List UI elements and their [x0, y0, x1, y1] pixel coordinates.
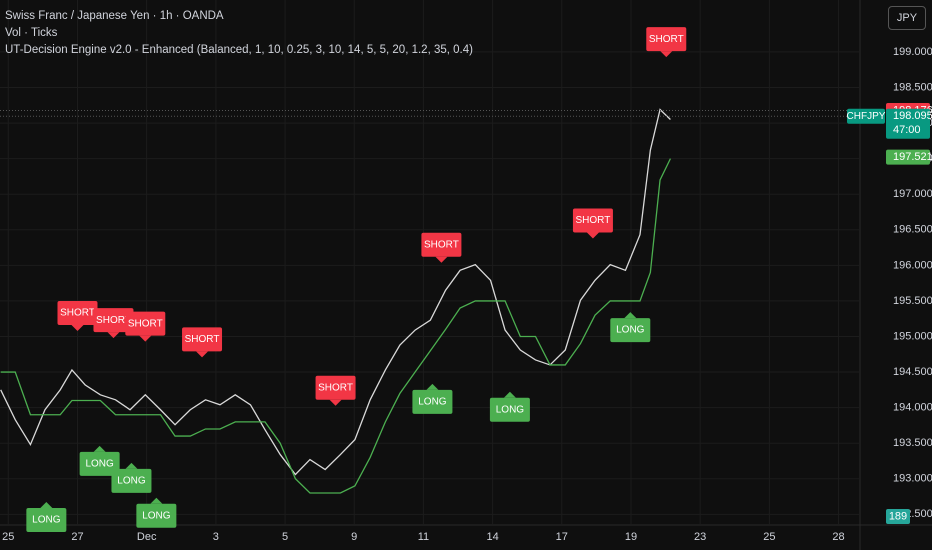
signal-label: LONG — [85, 458, 114, 469]
x-tick-label: 19 — [625, 531, 637, 543]
y-tick-label: 199.000 — [893, 46, 932, 58]
signal-box — [93, 308, 134, 333]
symbol-tag-label: CHFJPY — [847, 111, 886, 122]
y-tick-label: 193.000 — [893, 473, 932, 485]
x-tick-label: 23 — [694, 531, 706, 543]
signal-arrow — [426, 383, 439, 390]
x-tick-label: 27 — [71, 531, 83, 543]
signal-box — [572, 208, 613, 233]
signal-arrow — [435, 256, 448, 263]
x-tick-label: 14 — [486, 531, 498, 543]
signal-box — [57, 301, 98, 326]
price-line — [0, 108, 671, 476]
x-tick-label: 28 — [832, 531, 844, 543]
signal-label: LONG — [418, 397, 447, 408]
x-tick-label: 9 — [351, 531, 357, 543]
signal-label: LONG — [32, 515, 61, 526]
y-tick-label: 194.500 — [893, 366, 932, 378]
y-tick-label: 193.500 — [893, 437, 932, 449]
countdown: 47:00 — [893, 124, 921, 136]
signal-label: SHORT — [424, 239, 459, 250]
signal-arrow — [125, 462, 138, 469]
price-tag-label: 198.095 — [893, 110, 932, 122]
signal-arrow — [660, 51, 673, 58]
indicator-title: UT-Decision Engine v2.0 - Enhanced (Bala… — [5, 44, 473, 56]
signal-arrow — [196, 351, 209, 358]
signal-label: SHORT — [318, 382, 353, 393]
price-line — [0, 158, 672, 494]
signal-box — [421, 232, 462, 257]
signal-arrow — [93, 445, 106, 452]
grid — [0, 0, 860, 525]
signal-label: LONG — [616, 325, 645, 336]
x-tick-label: 25 — [763, 531, 775, 543]
x-tick-label: 11 — [418, 531, 429, 543]
price-tag — [886, 149, 930, 165]
signal-box — [26, 508, 67, 533]
signal-box — [136, 503, 177, 528]
volume-tag — [886, 509, 910, 524]
price-tag-label: 197.521 — [893, 151, 932, 163]
x-tick-label: Dec — [137, 531, 157, 543]
signal-box — [125, 311, 166, 336]
signal-arrow — [503, 391, 516, 398]
y-tick-label: 197.000 — [893, 188, 932, 200]
x-tick-label: 17 — [556, 531, 568, 543]
signal-label: SHORT — [60, 308, 95, 319]
plot: SHORTSHORTSHORTSHORTSHORTSHORTSHORTSHORT… — [0, 27, 860, 533]
currency-button[interactable]: JPY — [888, 6, 926, 30]
signal-label: LONG — [496, 404, 525, 415]
signal-label: LONG — [117, 476, 146, 487]
signal-label: SHORT — [128, 318, 163, 329]
signal-box — [610, 318, 651, 343]
signal-box — [79, 451, 120, 476]
signal-box — [111, 468, 152, 493]
price-tag — [886, 108, 930, 139]
volume-tag-label: 189 — [889, 510, 907, 522]
y-tick-label: 194.000 — [893, 402, 932, 414]
signal-arrow — [586, 232, 599, 239]
signal-box — [182, 327, 223, 352]
y-tick-label: 198.500 — [893, 81, 932, 93]
signal-arrow — [139, 335, 152, 342]
signal-box — [646, 27, 687, 52]
signal-label: SHORT — [185, 334, 220, 345]
signal-arrow — [40, 502, 53, 509]
x-tick-label: 3 — [213, 531, 219, 543]
signal-arrow — [71, 325, 84, 332]
signal-arrow — [329, 399, 342, 406]
y-tick-label: 195.500 — [893, 295, 932, 307]
signal-box — [315, 375, 356, 400]
signal-arrow — [150, 497, 163, 504]
axes: 192.500193.000193.500194.000194.500195.0… — [2, 46, 932, 543]
x-tick-label: 25 — [2, 531, 14, 543]
y-tick-label: 196.500 — [893, 224, 932, 236]
symbol-tag — [847, 108, 885, 124]
signal-label: SHORT — [649, 34, 684, 45]
signal-label: SHORT — [576, 215, 611, 226]
signal-arrow — [624, 312, 637, 319]
signal-box — [489, 397, 530, 422]
signal-label: SHORT — [96, 315, 131, 326]
signal-box — [412, 389, 453, 414]
symbol-title: Swiss Franc / Japanese Yen · 1h · OANDA — [5, 10, 224, 22]
x-tick-label: 5 — [282, 531, 288, 543]
signal-arrow — [107, 332, 120, 339]
volume-title: Vol · Ticks — [5, 27, 58, 39]
y-tick-label: 196.000 — [893, 259, 932, 271]
signal-label: LONG — [142, 510, 171, 521]
y-tick-label: 195.000 — [893, 330, 932, 342]
